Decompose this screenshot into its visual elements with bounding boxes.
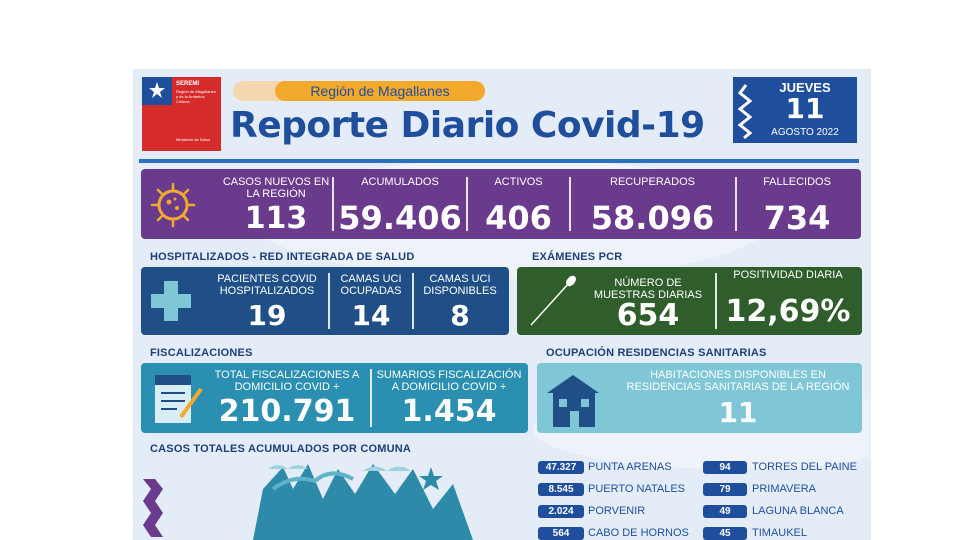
left-zigzag-decoration	[143, 479, 163, 537]
sumarios-label: SUMARIOS FISCALIZACIÓN A DOMICILIO COVID…	[376, 369, 522, 393]
summary-panel: CASOS NUEVOS EN LA REGIÓN 113 ACUMULADOS…	[141, 169, 861, 239]
star-icon	[419, 467, 443, 490]
residencias-value: 11	[718, 396, 758, 429]
region-name: Región de Magallanes	[310, 83, 450, 99]
recuperados-label: RECUPERADOS	[610, 176, 695, 188]
summary-divider	[735, 177, 737, 231]
acumulados-value: 59.406	[338, 199, 462, 237]
residencias-section-title: OCUPACIÓN RESIDENCIAS SANITARIAS	[546, 347, 767, 359]
muestras-value: 654	[616, 298, 680, 333]
logo-blue-block	[142, 77, 172, 105]
activos-label: ACTIVOS	[494, 176, 543, 188]
logo-star-icon	[149, 82, 165, 98]
recuperados-value: 58.096	[590, 199, 715, 237]
comuna-count: 8.545	[538, 483, 584, 496]
comuna-name: PUNTA ARENAS	[588, 461, 672, 473]
activos-value: 406	[485, 199, 552, 237]
virus-icon	[150, 182, 196, 228]
residencias-panel: HABITACIONES DISPONIBLES EN RESIDENCIAS …	[537, 363, 862, 433]
total-fiscal-value: 210.791	[218, 394, 356, 429]
total-fiscal-label: TOTAL FISCALIZACIONES A DOMICILIO COVID …	[214, 369, 360, 393]
hospital-panel: PACIENTES COVID HOSPITALIZADOS 19 CAMAS …	[141, 267, 509, 335]
logo-line-1: SEREMI	[176, 81, 200, 87]
positividad-value: 12,69%	[725, 294, 851, 329]
logo-line-3: Ministerio de Salud	[176, 137, 211, 142]
page-title: Reporte Diario Covid-19	[230, 105, 705, 146]
comuna-count: 94	[703, 461, 747, 474]
pcr-panel: NÚMERO DE MUESTRAS DIARIAS 654 POSITIVID…	[517, 267, 862, 335]
nuevos-label: CASOS NUEVOS EN LA REGIÓN	[222, 176, 330, 200]
summary-divider	[466, 177, 468, 231]
fiscal-divider	[370, 369, 372, 427]
muestras-label: NÚMERO DE MUESTRAS DIARIAS	[593, 277, 703, 301]
comuna-count: 79	[703, 483, 747, 496]
comuna-name: PRIMAVERA	[752, 483, 816, 495]
header-divider	[139, 159, 859, 163]
ocupadas-label: CAMAS UCI OCUPADAS	[340, 273, 402, 297]
region-pill: Región de Magallanes	[275, 81, 485, 101]
hospital-section-title: HOSPITALIZADOS - RED INTEGRADA DE SALUD	[150, 251, 415, 263]
pacientes-value: 19	[247, 299, 287, 332]
comuna-name: LAGUNA BLANCA	[752, 505, 844, 517]
nuevos-value: 113	[244, 201, 308, 236]
logo-red-block: SEREMI Región de Magallanes y de la Antá…	[172, 77, 221, 151]
residencias-label: HABITACIONES DISPONIBLES EN RESIDENCIAS …	[626, 369, 850, 393]
comuna-name: CABO DE HORNOS	[588, 527, 689, 539]
positividad-label: POSITIVIDAD DIARIA	[733, 269, 843, 281]
comuna-name: PORVENIR	[588, 505, 646, 517]
hospital-divider	[412, 273, 414, 329]
sumarios-value: 1.454	[401, 394, 497, 429]
logo-line-2: Región de Magallanes y de la Antártica C…	[176, 89, 216, 104]
comuna-name: TORRES DEL PAINE	[752, 461, 857, 473]
zigzag-icon	[737, 84, 753, 139]
mountains-illustration	[253, 464, 473, 540]
disponibles-label: CAMAS UCI DISPONIBLES	[423, 273, 497, 297]
medical-cross-icon	[151, 281, 191, 321]
fallecidos-value: 734	[763, 199, 831, 237]
comuna-count: 564	[538, 527, 584, 540]
pcr-divider	[715, 273, 717, 329]
date-day: 11	[785, 92, 825, 125]
ocupadas-value: 14	[351, 299, 391, 332]
comuna-count: 49	[703, 505, 747, 518]
comuna-count: 45	[703, 527, 747, 540]
disponibles-value: 8	[450, 299, 470, 332]
summary-divider	[569, 177, 571, 231]
acumulados-label: ACUMULADOS	[361, 176, 439, 188]
pacientes-label: PACIENTES COVID HOSPITALIZADOS	[217, 273, 317, 297]
ministry-logo: SEREMI Región de Magallanes y de la Antá…	[142, 77, 221, 151]
pcr-section-title: EXÁMENES PCR	[532, 251, 623, 263]
comuna-count: 2.024	[538, 505, 584, 518]
summary-divider	[332, 177, 334, 231]
comuna-name: TIMAUKEL	[752, 527, 808, 539]
comuna-count: 47.327	[538, 461, 584, 474]
date-weekday: JUEVES	[779, 80, 831, 95]
date-month-year: AGOSTO 2022	[771, 127, 839, 138]
covid-report-poster: SEREMI Región de Magallanes y de la Antá…	[133, 69, 871, 540]
comuna-name: PUERTO NATALES	[588, 483, 685, 495]
fiscal-panel: TOTAL FISCALIZACIONES A DOMICILIO COVID …	[141, 363, 528, 433]
house-icon	[547, 375, 599, 427]
document-checklist-icon	[155, 375, 203, 423]
date-box: JUEVES 11 AGOSTO 2022	[733, 77, 857, 143]
comunas-section-title: CASOS TOTALES ACUMULADOS POR COMUNA	[150, 443, 412, 455]
hospital-divider	[328, 273, 330, 329]
fiscal-section-title: FISCALIZACIONES	[150, 347, 253, 359]
fallecidos-label: FALLECIDOS	[763, 176, 831, 188]
swab-icon	[530, 275, 576, 326]
